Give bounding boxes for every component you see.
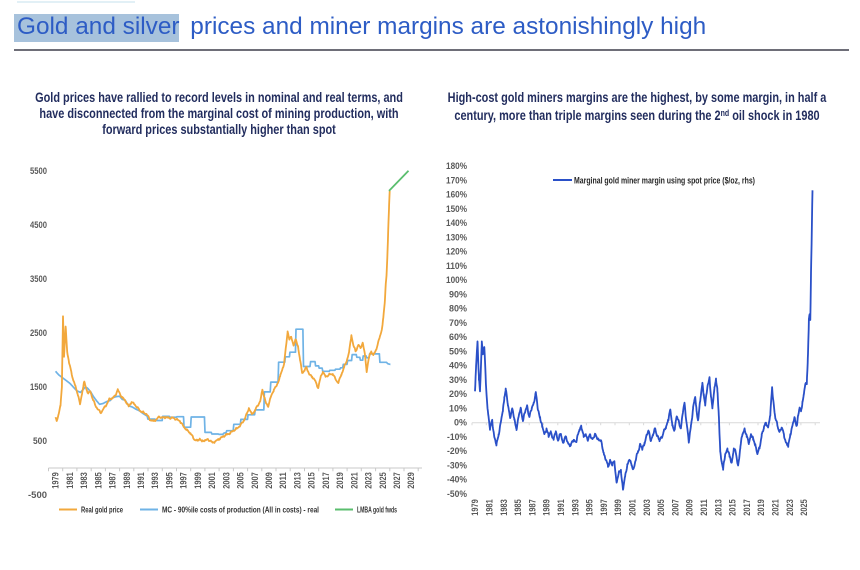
svg-text:2013: 2013 (292, 472, 302, 489)
svg-text:Marginal gold miner margin usi: Marginal gold miner margin using spot pr… (574, 175, 755, 186)
svg-text:100%: 100% (446, 275, 467, 285)
svg-text:3500: 3500 (30, 274, 47, 284)
svg-text:2013: 2013 (713, 499, 723, 516)
svg-text:140%: 140% (446, 218, 467, 228)
svg-text:1985: 1985 (93, 472, 103, 489)
svg-text:2015: 2015 (728, 499, 738, 516)
svg-text:110%: 110% (446, 261, 467, 271)
svg-text:-50%: -50% (447, 489, 467, 499)
svg-text:1989: 1989 (542, 499, 552, 516)
svg-text:1983: 1983 (499, 499, 509, 516)
svg-text:2007: 2007 (250, 472, 260, 489)
svg-text:-500: -500 (28, 490, 47, 500)
svg-text:1999: 1999 (193, 472, 203, 489)
svg-text:1987: 1987 (527, 499, 537, 516)
svg-text:2025: 2025 (378, 472, 388, 489)
svg-text:2025: 2025 (799, 499, 809, 516)
svg-text:10%: 10% (449, 403, 467, 413)
svg-text:2019: 2019 (335, 472, 345, 489)
svg-text:2027: 2027 (392, 472, 402, 489)
svg-text:70%: 70% (449, 318, 467, 328)
svg-text:2001: 2001 (628, 499, 638, 516)
svg-text:-20%: -20% (447, 446, 467, 456)
svg-text:LMBA gold fwds: LMBA gold fwds (357, 504, 397, 514)
svg-text:1997: 1997 (179, 472, 189, 489)
svg-text:1981: 1981 (65, 472, 75, 489)
svg-text:-10%: -10% (447, 432, 467, 442)
svg-text:2001: 2001 (207, 472, 217, 489)
svg-text:2003: 2003 (642, 499, 652, 516)
svg-text:120%: 120% (446, 247, 467, 257)
svg-text:1991: 1991 (556, 499, 566, 516)
svg-text:2011: 2011 (699, 499, 709, 516)
svg-text:2017: 2017 (321, 472, 331, 489)
svg-text:2015: 2015 (307, 472, 317, 489)
svg-text:2019: 2019 (756, 499, 766, 516)
svg-text:2500: 2500 (30, 328, 47, 338)
svg-text:60%: 60% (449, 332, 467, 342)
svg-text:170%: 170% (446, 175, 467, 185)
svg-text:180%: 180% (446, 161, 467, 171)
svg-text:2029: 2029 (406, 472, 416, 489)
svg-text:80%: 80% (449, 304, 467, 314)
svg-text:1999: 1999 (613, 499, 623, 516)
svg-text:1995: 1995 (585, 499, 595, 516)
svg-text:2021: 2021 (771, 499, 781, 516)
svg-text:2005: 2005 (656, 499, 666, 516)
svg-text:5500: 5500 (30, 166, 47, 176)
svg-text:4500: 4500 (30, 220, 47, 230)
svg-text:160%: 160% (446, 190, 467, 200)
svg-text:1979: 1979 (51, 472, 61, 489)
svg-text:Real gold price: Real gold price (81, 504, 123, 514)
svg-text:MC - 90%ile costs of productio: MC - 90%ile costs of production (All in … (162, 504, 319, 514)
svg-text:2003: 2003 (221, 472, 231, 489)
svg-text:2005: 2005 (236, 472, 246, 489)
svg-text:1983: 1983 (79, 472, 89, 489)
svg-text:0%: 0% (454, 418, 467, 428)
svg-text:90%: 90% (449, 289, 467, 299)
svg-text:1991: 1991 (136, 472, 146, 489)
svg-text:-40%: -40% (447, 475, 467, 485)
svg-text:40%: 40% (449, 361, 467, 371)
svg-text:-30%: -30% (447, 461, 467, 471)
svg-text:2009: 2009 (264, 472, 274, 489)
svg-text:2021: 2021 (349, 472, 359, 489)
svg-text:1981: 1981 (485, 499, 495, 516)
svg-text:1997: 1997 (599, 499, 609, 516)
svg-text:500: 500 (33, 436, 47, 446)
svg-text:2017: 2017 (742, 499, 752, 516)
svg-text:30%: 30% (449, 375, 467, 385)
svg-text:1993: 1993 (570, 499, 580, 516)
svg-text:50%: 50% (449, 346, 467, 356)
svg-text:2011: 2011 (278, 472, 288, 489)
svg-text:1985: 1985 (513, 499, 523, 516)
svg-text:1987: 1987 (108, 472, 118, 489)
svg-text:1995: 1995 (165, 472, 175, 489)
svg-text:150%: 150% (446, 204, 467, 214)
svg-text:130%: 130% (446, 232, 467, 242)
svg-text:2023: 2023 (364, 472, 374, 489)
svg-text:2009: 2009 (685, 499, 695, 516)
svg-text:1979: 1979 (470, 499, 480, 516)
svg-text:1500: 1500 (30, 382, 47, 392)
svg-text:1989: 1989 (122, 472, 132, 489)
svg-text:2007: 2007 (670, 499, 680, 516)
svg-text:2023: 2023 (785, 499, 795, 516)
svg-text:20%: 20% (449, 389, 467, 399)
svg-text:1993: 1993 (150, 472, 160, 489)
